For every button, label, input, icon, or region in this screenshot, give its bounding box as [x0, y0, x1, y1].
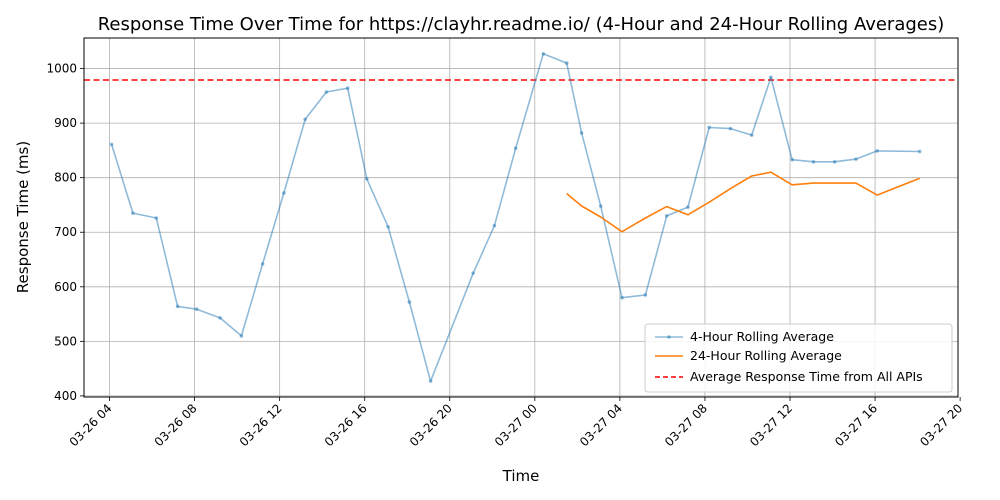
y-tick-label: 800 [54, 171, 77, 185]
data-point-4h [832, 160, 837, 164]
data-point-4h [643, 293, 648, 297]
data-point-4h [707, 125, 711, 130]
y-axis-label: Response Time (ms) [14, 141, 32, 293]
data-point-4h [513, 146, 518, 151]
data-point-4h [345, 86, 350, 90]
legend-marker-4h [667, 335, 671, 339]
data-point-4h [598, 204, 603, 208]
x-tick-label: 03-27 00 [492, 401, 540, 449]
plot-frame [83, 37, 959, 398]
data-point-4h [620, 295, 624, 300]
data-point-4h [541, 52, 546, 56]
legend-label-4h: 4-Hour Rolling Average [690, 329, 834, 344]
data-point-4h [260, 262, 265, 266]
chart-title: Response Time Over Time for https://clay… [98, 14, 945, 35]
y-tick-label: 900 [54, 116, 77, 130]
x-tick-label: 03-27 12 [747, 401, 795, 449]
x-tick-label: 03-27 04 [577, 401, 625, 449]
data-point-4h [324, 90, 329, 94]
data-point-4h [218, 316, 222, 320]
x-tick-label: 03-26 12 [237, 401, 285, 449]
data-point-4h [790, 157, 794, 162]
legend: 4-Hour Rolling Average 24-Hour Rolling A… [644, 323, 953, 393]
x-axis-ticks: 03-26 04 03-26 08 03-26 12 03-26 16 03-26 20… [67, 397, 965, 449]
data-point-4h [564, 61, 569, 65]
x-tick-label: 03-26 08 [152, 401, 200, 449]
data-point-4h [175, 304, 180, 309]
data-point-4h [131, 211, 135, 215]
data-point-4h [282, 191, 286, 195]
data-point-4h [917, 149, 922, 154]
y-tick-label: 1000 [46, 62, 77, 76]
legend-label-reference: Average Response Time from All APIs [690, 369, 923, 384]
x-tick-label: 03-27 16 [832, 401, 880, 449]
x-tick-label: 03-26 20 [407, 401, 455, 449]
series-group [109, 52, 922, 383]
y-tick-label: 700 [54, 225, 77, 239]
data-point-4h [686, 205, 690, 209]
x-tick-label: 03-26 04 [67, 401, 115, 449]
data-point-4h [194, 307, 199, 311]
y-tick-label: 500 [54, 334, 77, 348]
data-point-4h [386, 224, 390, 229]
data-point-4h [728, 126, 733, 131]
series-line-24h [566, 171, 920, 233]
data-point-4h [579, 131, 584, 135]
x-tick-label: 03-27 08 [662, 401, 710, 449]
x-axis-label: Time [502, 467, 540, 485]
data-point-4h [109, 142, 114, 147]
data-point-4h [492, 223, 497, 228]
data-point-4h [428, 379, 433, 383]
data-point-4h [303, 117, 307, 122]
y-tick-label: 400 [54, 389, 77, 403]
data-point-4h [407, 300, 412, 304]
data-point-4h [471, 271, 475, 275]
data-point-4h [365, 176, 369, 181]
data-point-4h [749, 133, 754, 137]
data-point-4h [239, 334, 244, 338]
grid-lines [84, 38, 958, 397]
data-point-4h [154, 216, 159, 220]
data-point-4h [769, 75, 773, 80]
y-tick-label: 600 [54, 280, 77, 294]
data-point-4h [875, 149, 879, 153]
data-point-4h [664, 214, 669, 218]
legend-label-24h: 24-Hour Rolling Average [690, 348, 842, 363]
legend-box [644, 323, 953, 393]
x-tick-label: 03-26 16 [322, 401, 370, 449]
x-tick-label: 03-27 20 [917, 401, 965, 449]
data-point-4h [811, 160, 816, 164]
y-axis-ticks: 400 500 600 700 800 900 1000 [46, 62, 84, 403]
data-point-4h [854, 157, 858, 161]
